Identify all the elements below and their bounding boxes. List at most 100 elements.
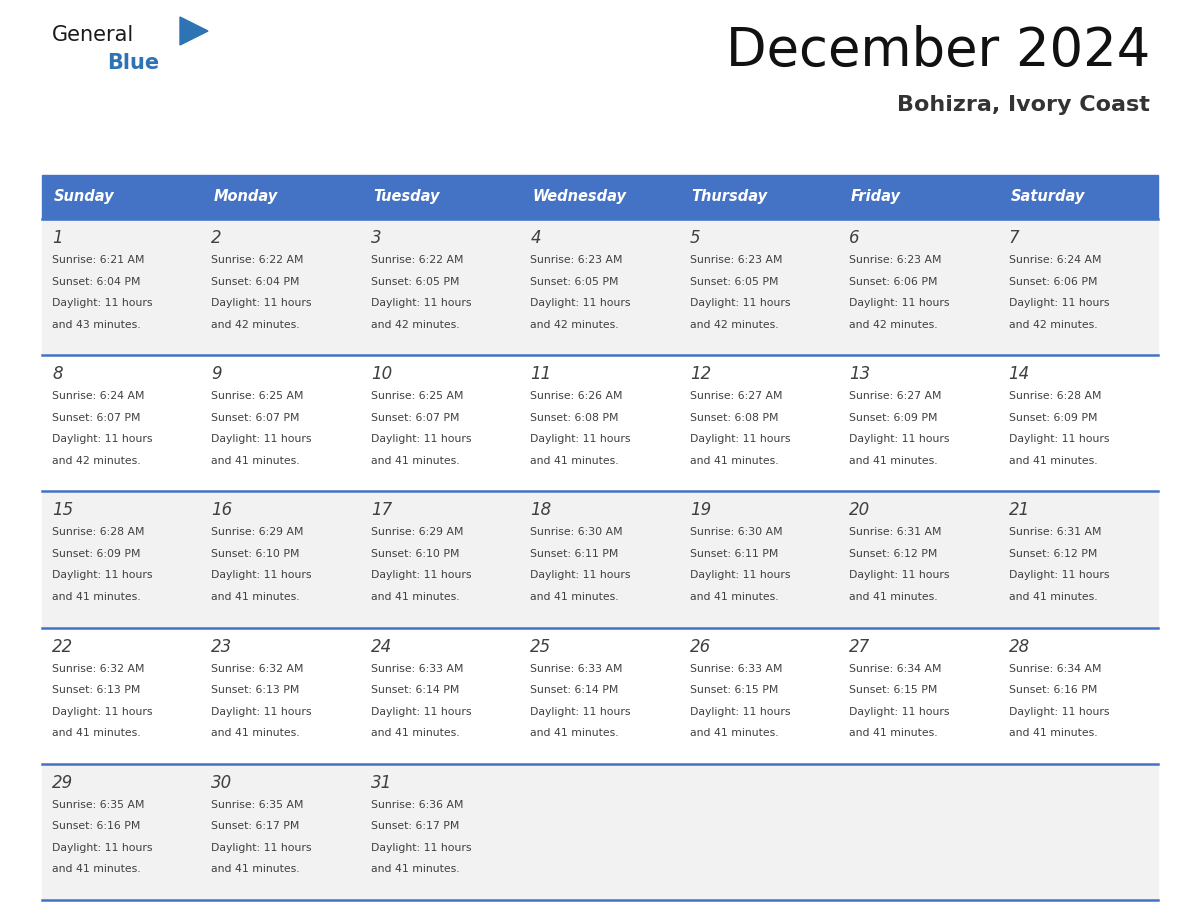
Text: and 42 minutes.: and 42 minutes. — [211, 319, 301, 330]
Text: Sunset: 6:14 PM: Sunset: 6:14 PM — [371, 685, 460, 695]
Text: Sunset: 6:10 PM: Sunset: 6:10 PM — [371, 549, 460, 559]
Text: and 41 minutes.: and 41 minutes. — [371, 455, 460, 465]
Text: Sunset: 6:17 PM: Sunset: 6:17 PM — [371, 822, 460, 832]
Text: and 41 minutes.: and 41 minutes. — [211, 865, 301, 874]
Text: Daylight: 11 hours: Daylight: 11 hours — [371, 434, 472, 444]
Text: Sunrise: 6:21 AM: Sunrise: 6:21 AM — [52, 255, 145, 265]
Text: Friday: Friday — [851, 189, 902, 205]
Text: and 41 minutes.: and 41 minutes. — [211, 592, 301, 602]
Text: 18: 18 — [530, 501, 551, 520]
Text: Daylight: 11 hours: Daylight: 11 hours — [52, 570, 152, 580]
Text: Daylight: 11 hours: Daylight: 11 hours — [371, 707, 472, 717]
Text: 15: 15 — [52, 501, 74, 520]
Text: Sunset: 6:11 PM: Sunset: 6:11 PM — [690, 549, 778, 559]
Text: and 41 minutes.: and 41 minutes. — [1009, 455, 1098, 465]
Text: 30: 30 — [211, 774, 233, 792]
Text: Sunrise: 6:33 AM: Sunrise: 6:33 AM — [690, 664, 782, 674]
Bar — [42, 355, 1158, 491]
Text: Sunrise: 6:26 AM: Sunrise: 6:26 AM — [530, 391, 623, 401]
Text: Daylight: 11 hours: Daylight: 11 hours — [690, 707, 790, 717]
Text: and 41 minutes.: and 41 minutes. — [52, 592, 140, 602]
Text: Sunset: 6:16 PM: Sunset: 6:16 PM — [52, 822, 140, 832]
Text: Sunrise: 6:35 AM: Sunrise: 6:35 AM — [52, 800, 145, 810]
Text: and 41 minutes.: and 41 minutes. — [690, 728, 778, 738]
Text: 19: 19 — [690, 501, 710, 520]
Text: Sunset: 6:13 PM: Sunset: 6:13 PM — [52, 685, 140, 695]
Text: 6: 6 — [849, 229, 860, 247]
Text: Daylight: 11 hours: Daylight: 11 hours — [211, 843, 312, 853]
Text: Daylight: 11 hours: Daylight: 11 hours — [849, 570, 949, 580]
Text: Sunday: Sunday — [53, 189, 114, 205]
Text: and 41 minutes.: and 41 minutes. — [52, 865, 140, 874]
Text: Sunset: 6:12 PM: Sunset: 6:12 PM — [1009, 549, 1097, 559]
Text: 27: 27 — [849, 638, 871, 655]
Text: Sunrise: 6:34 AM: Sunrise: 6:34 AM — [849, 664, 942, 674]
Text: and 41 minutes.: and 41 minutes. — [530, 592, 619, 602]
Text: Sunset: 6:06 PM: Sunset: 6:06 PM — [1009, 276, 1097, 286]
Text: and 42 minutes.: and 42 minutes. — [1009, 319, 1098, 330]
Text: 4: 4 — [530, 229, 541, 247]
Text: Sunrise: 6:36 AM: Sunrise: 6:36 AM — [371, 800, 463, 810]
Text: 31: 31 — [371, 774, 392, 792]
Text: Thursday: Thursday — [691, 189, 767, 205]
Text: 14: 14 — [1009, 365, 1030, 383]
Text: Sunset: 6:05 PM: Sunset: 6:05 PM — [371, 276, 460, 286]
Bar — [42, 764, 1158, 900]
Bar — [202, 175, 361, 219]
Text: and 41 minutes.: and 41 minutes. — [371, 865, 460, 874]
Text: Sunset: 6:07 PM: Sunset: 6:07 PM — [52, 413, 140, 422]
Text: and 42 minutes.: and 42 minutes. — [371, 319, 460, 330]
Text: December 2024: December 2024 — [726, 25, 1150, 77]
Text: 13: 13 — [849, 365, 871, 383]
Text: Saturday: Saturday — [1011, 189, 1085, 205]
Text: 7: 7 — [1009, 229, 1019, 247]
Text: and 42 minutes.: and 42 minutes. — [52, 455, 140, 465]
Text: Sunset: 6:13 PM: Sunset: 6:13 PM — [211, 685, 299, 695]
Text: Blue: Blue — [107, 53, 159, 73]
Text: Sunrise: 6:25 AM: Sunrise: 6:25 AM — [371, 391, 463, 401]
Text: 24: 24 — [371, 638, 392, 655]
Text: and 41 minutes.: and 41 minutes. — [690, 592, 778, 602]
Text: Daylight: 11 hours: Daylight: 11 hours — [52, 843, 152, 853]
Text: and 41 minutes.: and 41 minutes. — [1009, 728, 1098, 738]
Text: 25: 25 — [530, 638, 551, 655]
Text: Sunrise: 6:33 AM: Sunrise: 6:33 AM — [530, 664, 623, 674]
Text: Daylight: 11 hours: Daylight: 11 hours — [530, 570, 631, 580]
Text: Daylight: 11 hours: Daylight: 11 hours — [530, 298, 631, 308]
Text: Sunset: 6:07 PM: Sunset: 6:07 PM — [371, 413, 460, 422]
Text: 9: 9 — [211, 365, 222, 383]
Text: 8: 8 — [52, 365, 63, 383]
Text: Sunrise: 6:28 AM: Sunrise: 6:28 AM — [52, 528, 145, 537]
Text: 22: 22 — [52, 638, 74, 655]
Text: Sunset: 6:17 PM: Sunset: 6:17 PM — [211, 822, 299, 832]
Text: Wednesday: Wednesday — [532, 189, 626, 205]
Text: Sunrise: 6:32 AM: Sunrise: 6:32 AM — [211, 664, 304, 674]
Text: Daylight: 11 hours: Daylight: 11 hours — [52, 434, 152, 444]
Text: and 41 minutes.: and 41 minutes. — [849, 728, 937, 738]
Text: and 43 minutes.: and 43 minutes. — [52, 319, 140, 330]
Text: Sunrise: 6:30 AM: Sunrise: 6:30 AM — [530, 528, 623, 537]
Text: Sunrise: 6:22 AM: Sunrise: 6:22 AM — [211, 255, 304, 265]
Bar — [680, 175, 839, 219]
Text: Sunset: 6:06 PM: Sunset: 6:06 PM — [849, 276, 937, 286]
Bar — [999, 175, 1158, 219]
Text: Daylight: 11 hours: Daylight: 11 hours — [1009, 298, 1110, 308]
Text: and 41 minutes.: and 41 minutes. — [1009, 592, 1098, 602]
Text: Sunset: 6:09 PM: Sunset: 6:09 PM — [849, 413, 937, 422]
Text: Daylight: 11 hours: Daylight: 11 hours — [849, 707, 949, 717]
Text: 26: 26 — [690, 638, 710, 655]
Text: Sunrise: 6:29 AM: Sunrise: 6:29 AM — [371, 528, 463, 537]
Text: Sunrise: 6:33 AM: Sunrise: 6:33 AM — [371, 664, 463, 674]
Text: Daylight: 11 hours: Daylight: 11 hours — [1009, 434, 1110, 444]
Text: Daylight: 11 hours: Daylight: 11 hours — [211, 570, 312, 580]
Bar — [42, 219, 1158, 355]
Text: 1: 1 — [52, 229, 63, 247]
Text: Tuesday: Tuesday — [373, 189, 440, 205]
Text: Daylight: 11 hours: Daylight: 11 hours — [849, 298, 949, 308]
Text: General: General — [52, 25, 134, 45]
Text: Sunrise: 6:23 AM: Sunrise: 6:23 AM — [849, 255, 942, 265]
Text: Daylight: 11 hours: Daylight: 11 hours — [211, 298, 312, 308]
Text: Sunset: 6:04 PM: Sunset: 6:04 PM — [52, 276, 140, 286]
Text: Daylight: 11 hours: Daylight: 11 hours — [849, 434, 949, 444]
Text: Sunset: 6:05 PM: Sunset: 6:05 PM — [690, 276, 778, 286]
